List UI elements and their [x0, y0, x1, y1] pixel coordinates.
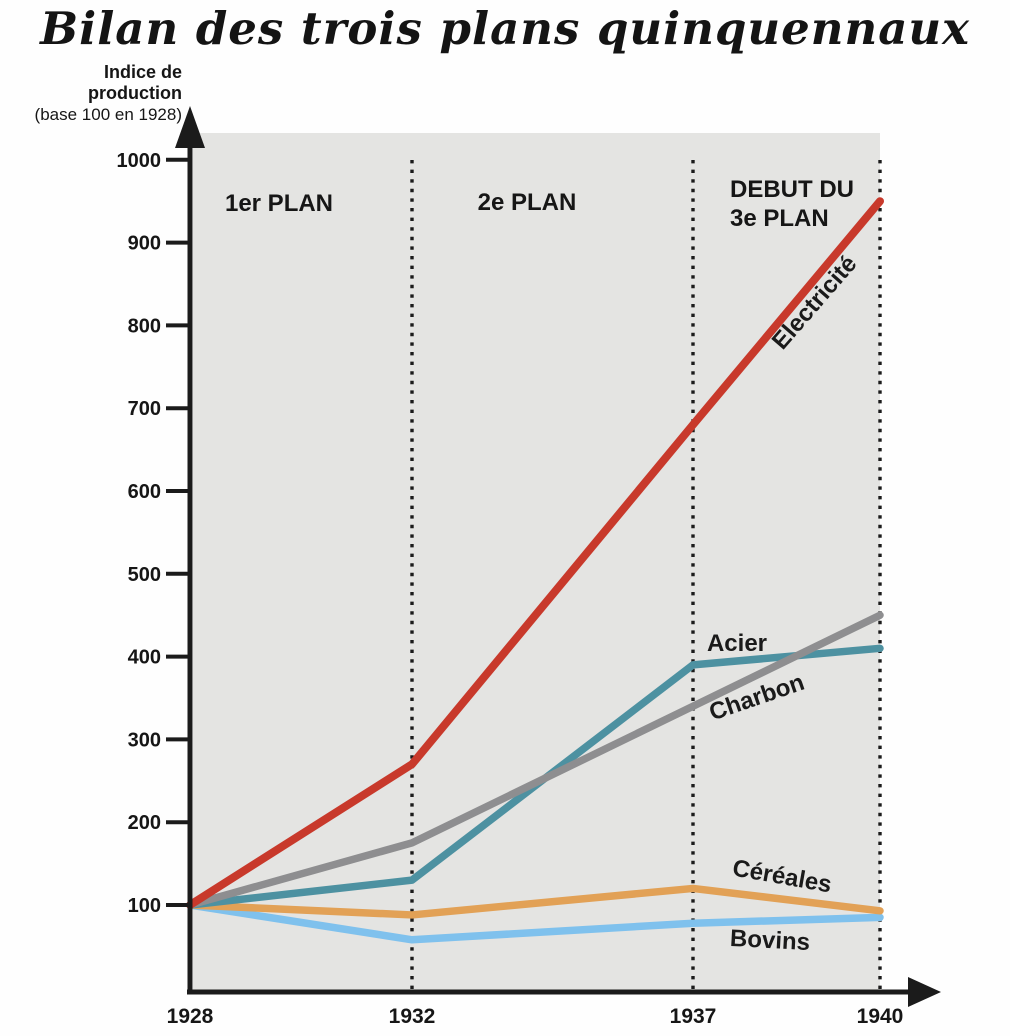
series-line-cereales [186, 884, 884, 919]
y-tick-label-600: 600 [128, 481, 161, 503]
y-tick-label-500: 500 [128, 564, 161, 586]
x-tick-label-1932: 1932 [389, 1005, 436, 1028]
y-tick-label-400: 400 [128, 647, 161, 669]
x-tick-label-1940: 1940 [857, 1005, 904, 1028]
x-tick-label-1937: 1937 [670, 1005, 717, 1028]
series-line-bovins [186, 901, 884, 944]
y-tick-label-100: 100 [128, 895, 161, 917]
series-label-acier: Acier [706, 630, 768, 657]
y-axis-label: Indice de production (base 100 en 1928) [35, 62, 182, 125]
chart-title: Bilan des trois plans quinquennaux [40, 2, 970, 55]
y-tick-label-700: 700 [128, 398, 161, 420]
annotation-plan-2: 2e PLAN [477, 189, 577, 216]
y-tick-label-200: 200 [128, 812, 161, 834]
y-axis-arrow-icon [175, 106, 205, 148]
y-axis-label-line2: production [88, 83, 182, 103]
y-tick-label-1000: 1000 [117, 150, 162, 172]
x-axis-arrow-icon [908, 977, 941, 1007]
annotation-plan-3-line2: 3e PLAN [730, 205, 829, 232]
x-tick-label-1928: 1928 [167, 1005, 214, 1028]
y-tick-label-900: 900 [128, 233, 161, 255]
y-axis-label-line1: Indice de [103, 62, 182, 82]
annotation-plan-1: 1er PLAN [224, 190, 334, 217]
series-line-electricite [186, 197, 884, 909]
series-label-bovins: Bovins [729, 924, 811, 957]
y-axis-label-base: (base 100 en 1928) [34, 105, 182, 124]
annotation-plan-3: DEBUT DU 3e PLAN [730, 175, 854, 233]
y-tick-label-800: 800 [128, 315, 161, 337]
series-line-charbon [186, 611, 884, 909]
y-tick-label-300: 300 [128, 729, 161, 751]
plot-area [193, 133, 880, 992]
annotation-plan-3-line1: DEBUT DU [730, 176, 854, 203]
